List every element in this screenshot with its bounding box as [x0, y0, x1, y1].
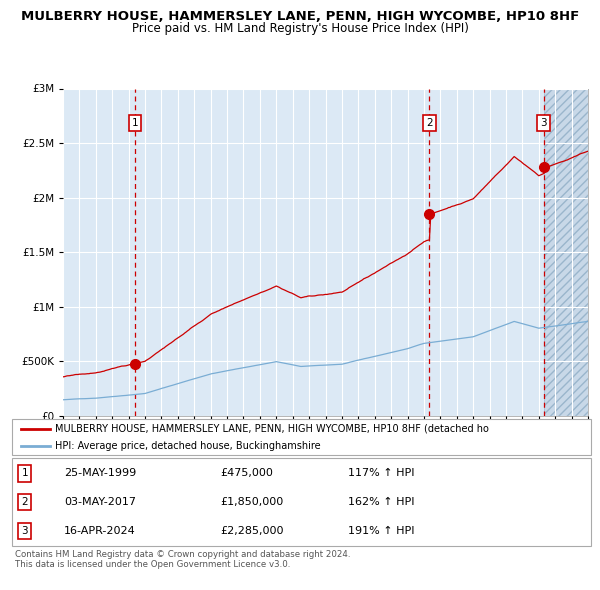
Text: 2: 2	[22, 497, 28, 507]
Text: 162% ↑ HPI: 162% ↑ HPI	[348, 497, 415, 507]
Text: HPI: Average price, detached house, Buckinghamshire: HPI: Average price, detached house, Buck…	[55, 441, 321, 451]
Text: MULBERRY HOUSE, HAMMERSLEY LANE, PENN, HIGH WYCOMBE, HP10 8HF: MULBERRY HOUSE, HAMMERSLEY LANE, PENN, H…	[21, 10, 579, 23]
Text: 1: 1	[22, 468, 28, 478]
Text: Contains HM Land Registry data © Crown copyright and database right 2024.
This d: Contains HM Land Registry data © Crown c…	[15, 550, 350, 569]
Text: £475,000: £475,000	[220, 468, 274, 478]
Text: 191% ↑ HPI: 191% ↑ HPI	[348, 526, 415, 536]
Bar	[544, 88, 588, 416]
Text: 03-MAY-2017: 03-MAY-2017	[64, 497, 136, 507]
Text: 3: 3	[22, 526, 28, 536]
Text: 25-MAY-1999: 25-MAY-1999	[64, 468, 136, 478]
Text: £2,285,000: £2,285,000	[220, 526, 284, 536]
Text: £1,850,000: £1,850,000	[220, 497, 284, 507]
Text: 16-APR-2024: 16-APR-2024	[64, 526, 136, 536]
Text: MULBERRY HOUSE, HAMMERSLEY LANE, PENN, HIGH WYCOMBE, HP10 8HF (detached ho: MULBERRY HOUSE, HAMMERSLEY LANE, PENN, H…	[55, 424, 490, 434]
Text: 3: 3	[540, 118, 547, 128]
Text: 2: 2	[426, 118, 433, 128]
Text: 1: 1	[132, 118, 139, 128]
Text: 117% ↑ HPI: 117% ↑ HPI	[348, 468, 415, 478]
Text: Price paid vs. HM Land Registry's House Price Index (HPI): Price paid vs. HM Land Registry's House …	[131, 22, 469, 35]
